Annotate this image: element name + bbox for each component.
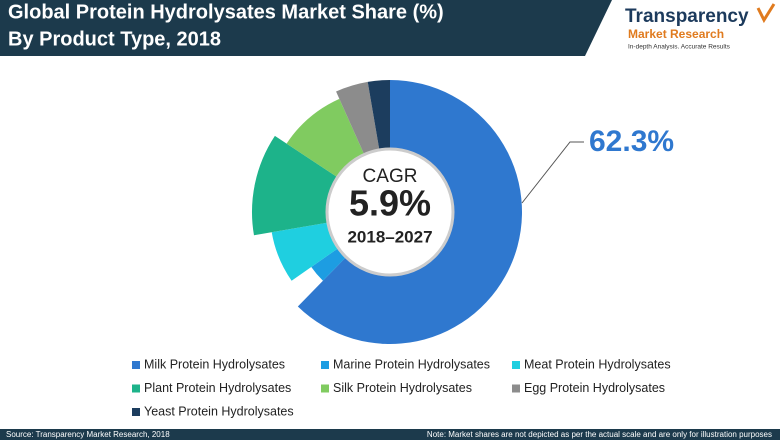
center-period: 2018–2027 (347, 227, 432, 246)
legend-swatch (512, 361, 520, 369)
legend: Milk Protein Hydrolysates Marine Protein … (132, 357, 671, 418)
legend-swatch (132, 361, 140, 369)
logo-check (756, 3, 776, 24)
center-value: 5.9% (349, 183, 431, 224)
donut-segment (336, 81, 381, 160)
header-band (0, 0, 612, 56)
legend-swatch (132, 408, 140, 416)
donut-segment (297, 80, 522, 344)
legend-swatch (321, 361, 329, 369)
legend-swatch (512, 384, 520, 393)
legend-label: Meat Protein Hydrolysates (524, 357, 671, 371)
legend-label: Plant Protein Hydrolysates (144, 381, 291, 395)
donut (252, 80, 522, 344)
donut-segment (286, 98, 367, 181)
logo-subname: Market Research (628, 27, 724, 41)
legend-label: Marine Protein Hydrolysates (333, 357, 490, 371)
footer-band (0, 429, 780, 440)
legend-label: Yeast Protein Hydrolysates (144, 404, 294, 418)
legend-label: Silk Protein Hydrolysates (333, 381, 472, 395)
logo-tagline: In-depth Analysis. Accurate Results (628, 44, 731, 51)
value-label: 62.3% (589, 125, 674, 158)
legend-swatch (321, 384, 329, 393)
donut-segment (367, 80, 390, 155)
legend-label: Milk Protein Hydrolysates (144, 357, 285, 371)
title: Global Protein Hydrolysates Market Share… (8, 1, 444, 23)
legend-label: Egg Protein Hydrolysates (524, 381, 665, 395)
logo-name: Transparency (625, 6, 749, 27)
donut-segment (252, 135, 342, 236)
center-title: CAGR (363, 166, 418, 187)
donut-segment (271, 221, 343, 281)
donut-hole (325, 147, 455, 277)
footer-note: Note: Market shares are not depicted as … (427, 430, 772, 439)
title: By Product Type, 2018 (8, 28, 221, 50)
donut-segment (311, 245, 350, 281)
leader-line (521, 141, 584, 204)
legend-swatch (132, 384, 140, 393)
footer-source: Source: Transparency Market Research, 20… (6, 430, 170, 439)
